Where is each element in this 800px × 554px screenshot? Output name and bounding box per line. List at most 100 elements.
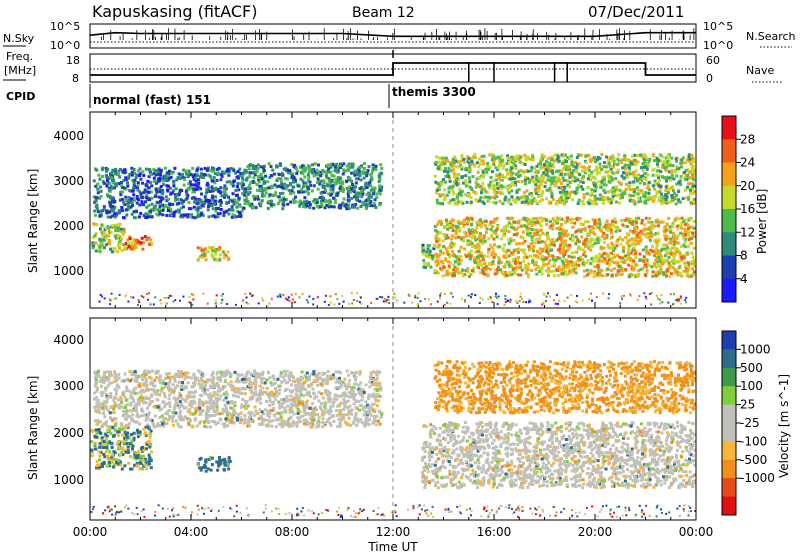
scatter-cell <box>294 200 298 204</box>
scatter-cell <box>479 232 482 236</box>
scatter-cell <box>627 166 631 170</box>
scatter-cell <box>592 259 596 263</box>
scatter-cell <box>645 251 649 255</box>
scatter-cell <box>128 237 132 241</box>
scatter-cell <box>601 274 605 278</box>
scatter-cell <box>677 217 681 221</box>
noise-cell <box>417 303 420 305</box>
scatter-cell <box>347 195 350 199</box>
scatter-cell <box>197 200 201 204</box>
noise-cell <box>495 297 498 299</box>
scatter-cell <box>476 262 480 265</box>
scatter-cell <box>106 454 110 458</box>
scatter-cell <box>566 248 570 252</box>
scatter-cell <box>507 177 511 181</box>
scatter-cell <box>578 256 582 260</box>
scatter-cell <box>169 209 173 213</box>
scatter-cell <box>149 211 153 215</box>
scatter-cell <box>642 258 646 262</box>
scatter-cell <box>431 254 435 258</box>
scatter-cell <box>489 262 493 266</box>
scatter-cell <box>516 261 520 265</box>
scatter-cell <box>121 190 124 194</box>
scatter-cell <box>487 186 491 190</box>
scatter-cell <box>592 275 596 279</box>
noise-cell <box>576 301 579 304</box>
scatter-cell <box>482 236 486 240</box>
scatter-cell <box>116 250 120 254</box>
scatter-cell <box>311 199 315 203</box>
scatter-cell <box>620 158 624 162</box>
scatter-cell <box>510 183 514 186</box>
scatter-cell <box>568 260 572 263</box>
scatter-cell <box>144 167 148 171</box>
scatter-cell <box>119 242 123 246</box>
scatter-cell <box>582 193 586 197</box>
scatter-cell <box>173 166 177 170</box>
scatter-cell <box>649 230 653 234</box>
scatter-cell <box>589 173 593 177</box>
noise-cell <box>393 296 396 299</box>
scatter-cell <box>687 182 691 185</box>
scatter-cell <box>172 214 175 218</box>
scatter-cell <box>302 200 306 204</box>
scatter-cell <box>442 178 445 181</box>
scatter-cell <box>144 441 148 445</box>
scatter-cell <box>623 254 627 258</box>
scatter-cell <box>613 255 617 259</box>
scatter-cell <box>639 154 643 158</box>
scatter-cell <box>461 274 465 278</box>
scatter-cell <box>454 232 458 236</box>
scatter-cell <box>115 182 119 186</box>
scatter-cell <box>187 201 191 204</box>
scatter-cell <box>219 191 222 195</box>
scatter-cell <box>607 253 611 256</box>
scatter-cell <box>542 174 545 178</box>
scatter-cell <box>357 169 361 173</box>
scatter-cell <box>178 177 182 181</box>
scatter-cell <box>457 269 460 273</box>
scatter-cell <box>454 229 458 233</box>
scatter-cell <box>281 173 285 177</box>
scatter-cell <box>674 157 678 161</box>
scatter-cell <box>637 231 641 235</box>
noise-cell <box>443 303 446 306</box>
scatter-cell <box>471 228 474 232</box>
scatter-cell <box>506 200 510 204</box>
scatter-cell <box>347 207 351 211</box>
scatter-cell <box>139 241 143 245</box>
scatter-cell <box>560 238 563 242</box>
scatter-cell <box>538 199 542 203</box>
scatter-cell <box>112 179 116 183</box>
scatter-cell <box>315 168 319 172</box>
scatter-cell <box>678 200 682 204</box>
scatter-cell <box>666 235 670 239</box>
scatter-cell <box>606 267 610 271</box>
noise-cell <box>108 298 111 301</box>
scatter-cell <box>474 181 478 185</box>
cpid-mode-normal: normal (fast) 151 <box>93 93 211 107</box>
scatter-cell <box>479 233 483 237</box>
scatter-cell <box>367 194 371 198</box>
scatter-cell <box>190 196 194 200</box>
scatter-cell <box>594 223 598 227</box>
scatter-cell <box>214 215 217 219</box>
noise-cell <box>487 298 490 300</box>
scatter-cell <box>447 166 451 170</box>
scatter-cell <box>298 165 302 169</box>
scatter-cell <box>197 257 201 261</box>
scatter-cell <box>667 191 670 194</box>
scatter-cell <box>663 247 667 251</box>
scatter-cell <box>480 241 484 245</box>
scatter-cell <box>607 180 611 184</box>
scatter-cell <box>128 235 132 239</box>
scatter-cell <box>159 185 163 188</box>
scatter-cell <box>579 222 583 226</box>
scatter-cell <box>113 186 116 190</box>
scatter-cell <box>491 247 495 250</box>
scatter-cell <box>136 431 140 435</box>
scatter-cell <box>253 173 257 177</box>
scatter-cell <box>308 170 311 174</box>
scatter-cell <box>590 271 594 274</box>
scatter-cell <box>675 193 679 197</box>
